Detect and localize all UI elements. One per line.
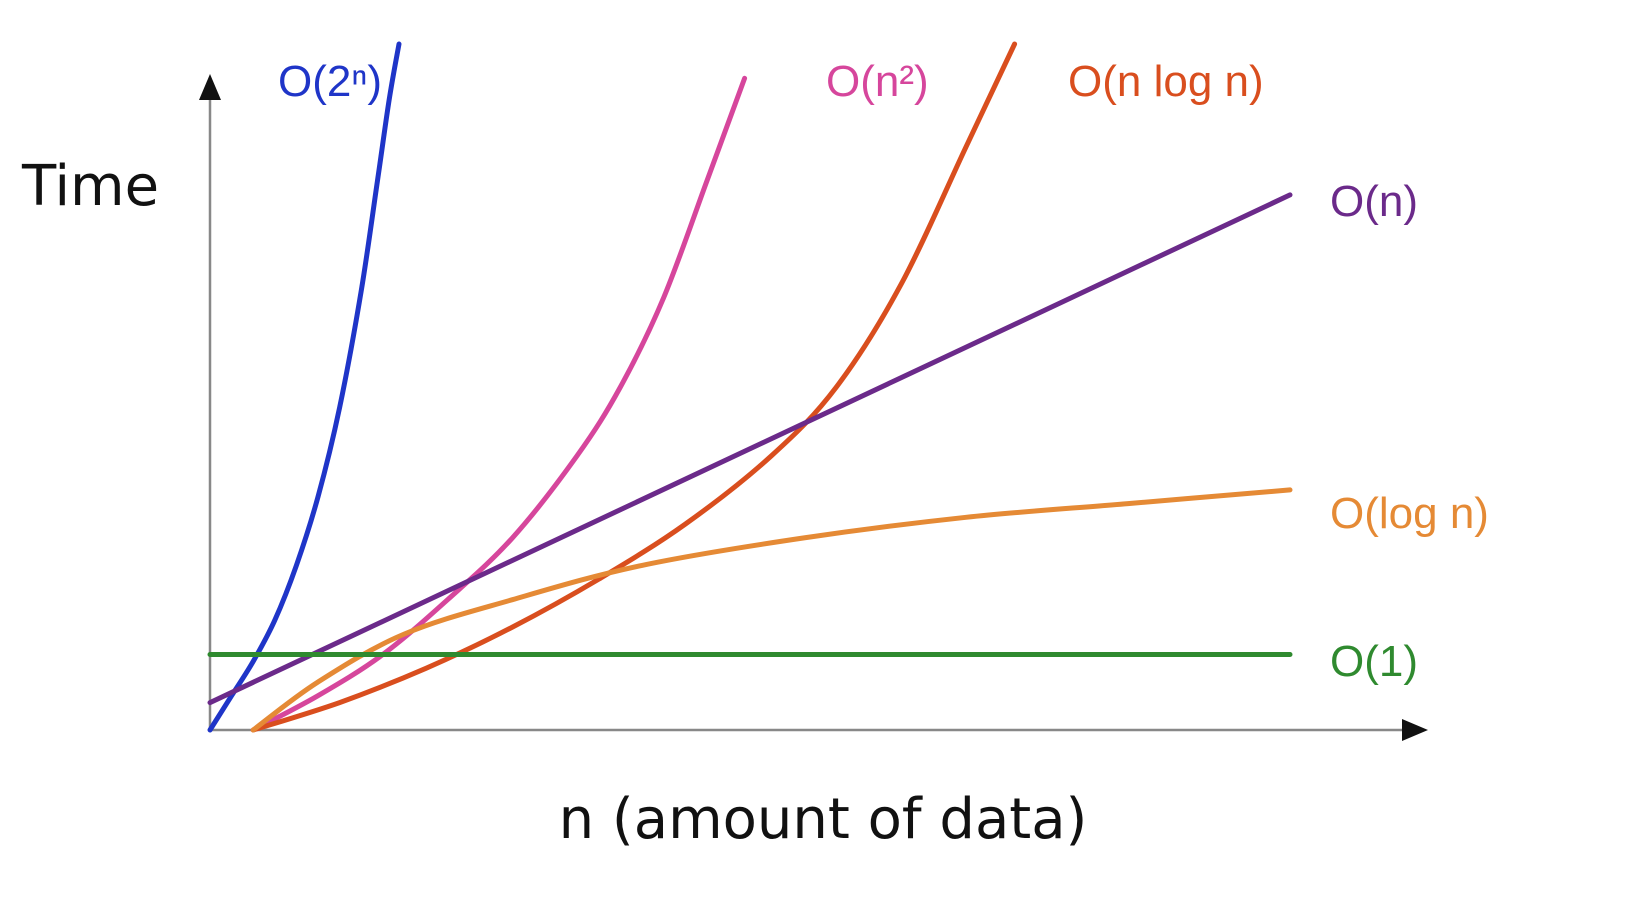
series-label-linear: O(n) [1330, 177, 1418, 226]
series-line-exp [207, 41, 402, 733]
series-label-log: O(log n) [1330, 489, 1489, 538]
x-axis-arrow-icon [1402, 719, 1428, 741]
series-line-quad [250, 75, 748, 733]
series-label-nlogn: O(n log n) [1068, 57, 1264, 106]
series-line-log [250, 487, 1293, 733]
series-line-linear [207, 192, 1293, 706]
axes [199, 74, 1428, 741]
series-label-const: O(1) [1330, 637, 1418, 686]
y-axis-arrow-icon [199, 74, 221, 100]
series-label-quad: O(n²) [826, 57, 929, 106]
series-label-exp: O(2ⁿ) [278, 57, 382, 106]
series-lines [207, 41, 1293, 733]
y-axis-label: Time [21, 154, 159, 219]
series-line-nlogn [250, 41, 1018, 733]
series-labels: O(2ⁿ) O(n²) O(n log n) O(log n) O(n) O(1) [278, 57, 1489, 686]
x-axis-label: n (amount of data) [559, 787, 1088, 852]
